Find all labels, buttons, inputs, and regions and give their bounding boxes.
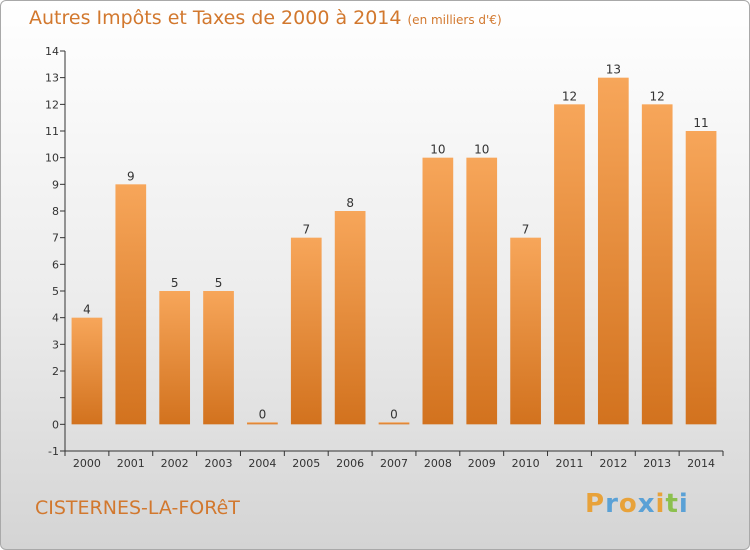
- y-tick-label: 12: [45, 98, 59, 111]
- bar-2004: [247, 422, 278, 425]
- y-tick-label: 0: [52, 418, 59, 431]
- x-tick-label: 2004: [248, 457, 276, 470]
- y-tick-label: 10: [45, 152, 59, 165]
- bar-2007: [378, 422, 410, 425]
- bar-value-label: 12: [650, 89, 665, 103]
- bar-2014: [685, 131, 717, 425]
- logo-letter: x: [637, 489, 656, 519]
- title-text: Autres Impôts et Taxes de 2000 à 2014: [29, 7, 402, 29]
- x-tick-label: 2001: [117, 457, 145, 470]
- bar-value-label: 5: [215, 276, 223, 290]
- bar-2013: [641, 104, 673, 425]
- bar-value-label: 10: [474, 143, 489, 157]
- x-tick-label: 2003: [205, 457, 233, 470]
- y-tick-label: 4: [52, 312, 59, 325]
- x-tick-label: 2009: [468, 457, 496, 470]
- bar-2003: [203, 291, 234, 425]
- x-tick-label: 2013: [643, 457, 671, 470]
- bar-value-label: 7: [522, 223, 530, 237]
- y-tick-label: 2: [52, 365, 59, 378]
- y-tick-label: 8: [52, 205, 59, 218]
- bar-value-label: 4: [83, 303, 91, 317]
- logo-letter: i: [655, 489, 666, 519]
- bar-2012: [597, 77, 629, 425]
- bar-2002: [159, 291, 191, 425]
- x-tick-label: 2014: [687, 457, 715, 470]
- bar-value-label: 7: [302, 223, 310, 237]
- bar-2011: [554, 104, 585, 425]
- logo-letter: o: [618, 489, 638, 519]
- bar-2006: [334, 211, 366, 425]
- proxiti-logo: Proxiti: [585, 489, 689, 519]
- bar-value-label: 0: [259, 407, 267, 421]
- bar-2000: [71, 317, 103, 425]
- y-tick-label: 6: [52, 258, 59, 271]
- logo-letter: P: [585, 489, 606, 519]
- logo-letter: i: [678, 489, 689, 519]
- y-tick-label: 14: [45, 45, 59, 58]
- x-tick-label: 2011: [555, 457, 583, 470]
- commune-name: CISTERNES-LA-FORêT: [35, 497, 240, 519]
- bar-2010: [510, 237, 541, 425]
- x-tick-label: 2008: [424, 457, 452, 470]
- bar-value-label: 5: [171, 276, 179, 290]
- x-tick-label: 2005: [292, 457, 320, 470]
- x-tick-label: 2006: [336, 457, 364, 470]
- y-tick-label: 13: [45, 72, 59, 85]
- bar-2001: [115, 184, 147, 425]
- y-tick-label: 5: [52, 285, 59, 298]
- bar-value-label: 13: [606, 63, 621, 77]
- y-tick-label: 9: [52, 178, 59, 191]
- logo-letter: r: [605, 489, 619, 519]
- y-tick-label: 3: [52, 338, 59, 351]
- x-tick-label: 2010: [512, 457, 540, 470]
- bar-value-label: 0: [390, 407, 398, 421]
- logo-letter: t: [665, 489, 679, 519]
- x-tick-label: 2012: [599, 457, 627, 470]
- y-tick-label: -1: [48, 445, 59, 458]
- y-tick-label: 11: [45, 125, 59, 138]
- bar-2008: [422, 157, 454, 425]
- bar-value-label: 8: [346, 196, 354, 210]
- x-tick-label: 2007: [380, 457, 408, 470]
- bar-value-label: 9: [127, 169, 135, 183]
- bar-value-label: 12: [562, 89, 577, 103]
- chart-title: Autres Impôts et Taxes de 2000 à 2014 (en…: [29, 7, 502, 29]
- title-unit: (en milliers d'€): [407, 13, 502, 27]
- bar-value-label: 11: [693, 116, 708, 130]
- x-tick-label: 2002: [161, 457, 189, 470]
- bar-2005: [290, 237, 322, 425]
- x-tick-label: 2000: [73, 457, 101, 470]
- bar-2009: [466, 157, 498, 425]
- bar-value-label: 10: [430, 143, 445, 157]
- y-tick-label: 7: [52, 232, 59, 245]
